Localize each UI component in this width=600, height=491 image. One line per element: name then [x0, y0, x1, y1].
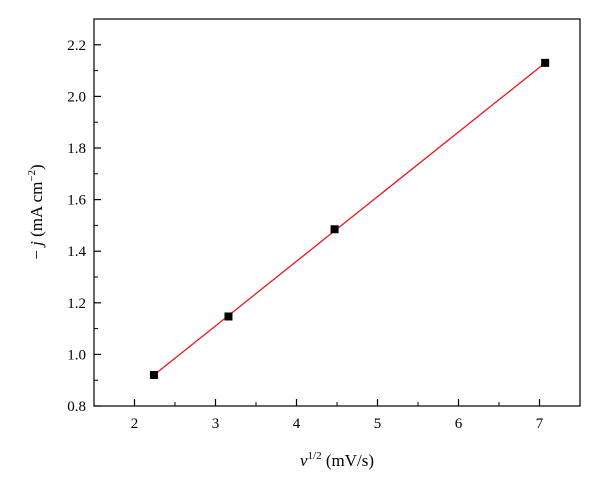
y-tick-label: 0.8: [67, 399, 86, 415]
y-tick-label: 1.0: [67, 347, 86, 363]
y-axis-unit: (mA cm: [27, 182, 46, 242]
data-point: [330, 225, 339, 234]
y-tick-label: 2.0: [67, 89, 86, 105]
x-axis-symbol: v: [300, 451, 308, 470]
y-axis-prefix: −: [27, 246, 46, 260]
y-tick-label: 1.2: [67, 296, 86, 312]
y-axis-title: − j (mA cm−2): [26, 164, 46, 259]
y-tick-label: 1.6: [67, 193, 86, 209]
y-tick-label: 1.4: [67, 244, 86, 260]
data-point: [224, 312, 233, 321]
x-axis-unit: (mV/s): [322, 451, 374, 470]
x-axis-superscript: 1/2: [308, 450, 322, 462]
x-ticks: 2 3 4 5 6 7: [131, 399, 544, 432]
x-tick-label: 4: [293, 416, 301, 432]
data-point: [149, 371, 158, 380]
plot-frame: [93, 18, 581, 407]
y-axis-superscript: −2: [26, 170, 38, 182]
y-ticks: 0.8 1.0 1.2 1.4 1.6 1.8 2.0 2.2: [67, 38, 101, 415]
fit-layer: [153, 62, 546, 376]
x-tick-label: 5: [374, 416, 382, 432]
x-tick-label: 3: [212, 416, 220, 432]
y-tick-label: 1.8: [67, 141, 86, 157]
y-axis-symbol: j: [27, 241, 46, 248]
y-axis-suffix: ): [27, 164, 46, 170]
x-tick-label: 2: [131, 416, 139, 432]
x-axis-title: v1/2 (mV/s): [300, 450, 374, 470]
x-tick-label: 7: [536, 416, 544, 432]
fit-line: [153, 62, 546, 376]
y-tick-label: 2.2: [67, 38, 86, 54]
points-layer: [149, 58, 550, 380]
data-point: [541, 58, 550, 67]
x-tick-label: 6: [455, 416, 463, 432]
